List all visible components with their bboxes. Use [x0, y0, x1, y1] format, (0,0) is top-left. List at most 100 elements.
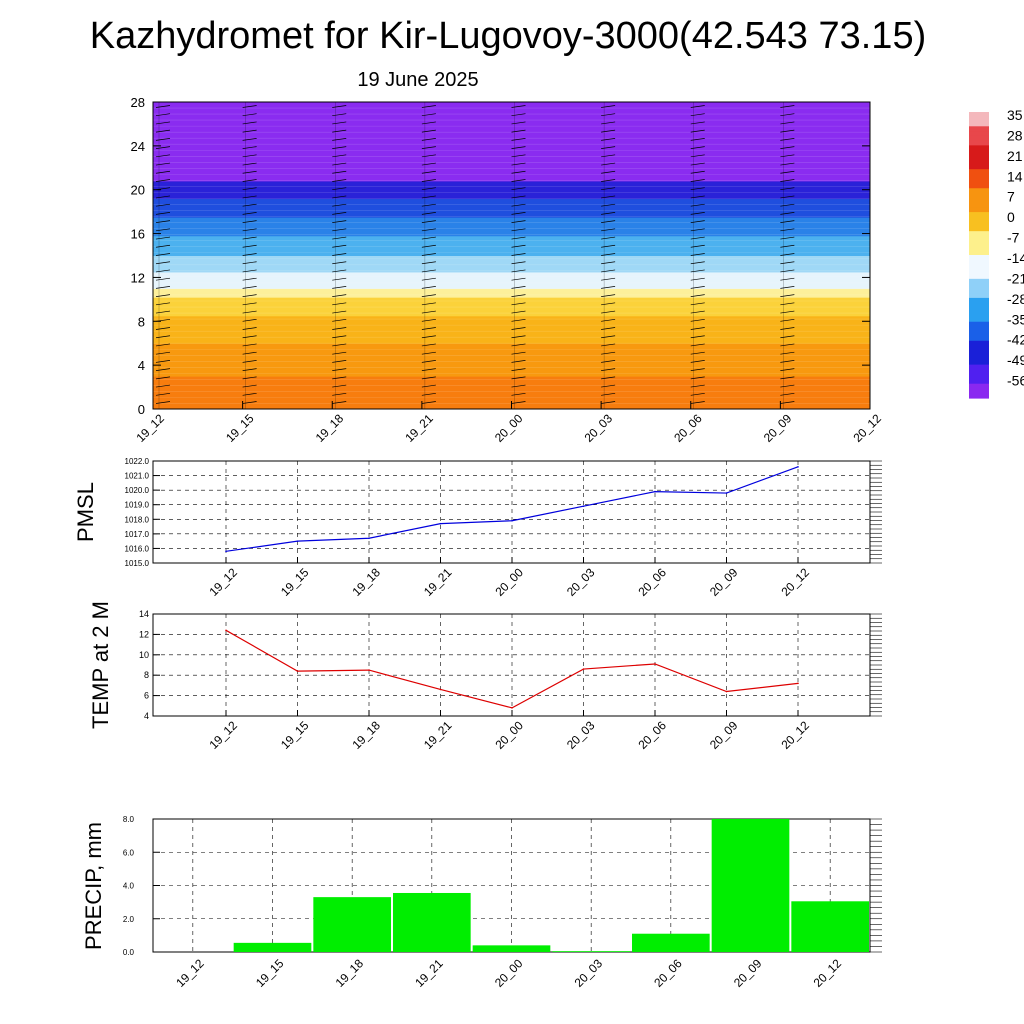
ytick-label: 2.0	[123, 915, 135, 924]
wind-barb	[332, 335, 347, 339]
wind-barb	[869, 394, 870, 396]
wind-barb	[690, 212, 705, 215]
wind-barb	[242, 244, 257, 248]
wind-barb	[780, 129, 795, 133]
wind-barb	[332, 138, 347, 141]
heat-band-11	[153, 102, 870, 182]
wind-barb	[242, 286, 257, 289]
wind-barb	[242, 318, 257, 322]
colorbar-label: 35	[1007, 107, 1023, 123]
wind-barb	[332, 318, 347, 322]
wind-barb	[780, 203, 795, 207]
ytick-label: 1018.0	[125, 515, 150, 524]
wind-barb	[869, 345, 870, 346]
wind-barb	[869, 263, 870, 264]
wind-barb	[869, 107, 870, 108]
wind-barb	[511, 220, 526, 223]
colorbar-segment	[969, 131, 989, 137]
wind-barb	[601, 154, 616, 158]
wind-barb	[511, 261, 526, 265]
wind-barb	[690, 170, 705, 174]
colorbar-label: -35	[1007, 311, 1024, 327]
ytick-label: 1021.0	[125, 472, 150, 481]
precip-bar	[791, 901, 869, 952]
pmsl-point	[797, 466, 799, 468]
wind-barb	[332, 212, 347, 215]
colorbar-label: -42	[1007, 332, 1024, 348]
wind-barb	[601, 253, 616, 256]
colorbar-segment	[969, 326, 989, 332]
wind-barb	[601, 212, 616, 215]
wind-barb	[242, 261, 257, 265]
heat-xtick-label: 19_18	[313, 411, 347, 445]
wind-barb	[690, 269, 705, 273]
wind-barb	[332, 244, 347, 248]
colorbar-segment	[969, 274, 989, 280]
wind-barb	[780, 277, 795, 281]
colorbar-segment	[969, 188, 989, 194]
precip-panel: 0.0 2.0 4.0 6.0 8.0 19_12 19_15 19_18 19_21 20_00…	[81, 815, 882, 990]
heat-ytick-label: 28	[131, 95, 145, 110]
ytick-label: 1016.0	[125, 544, 150, 553]
wind-barb	[780, 179, 795, 182]
precip-bar	[472, 945, 551, 952]
wind-barb	[511, 228, 526, 232]
wind-barb	[780, 212, 795, 215]
wind-barb	[869, 337, 870, 338]
wind-barb	[869, 296, 870, 297]
wind-barb	[511, 269, 526, 273]
xtick-label: 19_12	[173, 956, 207, 990]
wind-barb	[511, 187, 526, 191]
wind-barb	[690, 244, 705, 248]
heat-ytick-label: 16	[131, 227, 145, 242]
wind-barb	[780, 261, 795, 265]
wind-barb	[511, 294, 526, 297]
wind-barb	[332, 277, 347, 281]
wind-barb	[332, 376, 347, 380]
wind-barb	[242, 360, 257, 363]
wind-barb	[242, 343, 257, 347]
colorbar-segment	[969, 283, 989, 289]
temp2m-point	[511, 707, 513, 709]
wind-barb	[690, 368, 705, 371]
wind-barb	[421, 129, 436, 133]
colorbar-segment	[969, 331, 989, 337]
wind-barb	[332, 236, 347, 240]
colorbar-segment	[969, 121, 989, 127]
xtick-label: 19_18	[349, 565, 383, 599]
wind-barb	[421, 286, 436, 289]
ytick-label: 4.0	[123, 882, 135, 891]
wind-barb	[869, 279, 870, 281]
xtick-label: 19_12	[206, 718, 240, 752]
wind-barb	[601, 327, 616, 330]
wind-barb	[511, 129, 526, 133]
wind-barb	[242, 203, 257, 207]
xtick-label: 20_09	[707, 565, 741, 599]
wind-barb	[332, 327, 347, 330]
colorbar-segment	[969, 150, 989, 156]
heat-xtick-label: 20_06	[671, 411, 705, 445]
colorbar-segment	[969, 393, 989, 399]
wind-barb	[155, 154, 171, 158]
wind-barb	[155, 170, 171, 174]
wind-barb	[421, 360, 436, 363]
wind-barb	[242, 269, 257, 273]
wind-barb	[601, 384, 616, 388]
wind-barb	[690, 384, 705, 388]
heat-ytick-label: 12	[131, 270, 145, 285]
wind-barb	[421, 269, 436, 273]
ytick-label: 1017.0	[125, 530, 150, 539]
precip-bar	[313, 897, 391, 952]
colorbar-segment	[969, 316, 989, 323]
wind-barb	[869, 288, 870, 289]
wind-barb	[780, 318, 795, 322]
wind-barb	[869, 131, 870, 133]
wind-barb	[155, 277, 171, 281]
ytick-label: 8	[144, 670, 149, 680]
wind-barb	[780, 392, 795, 396]
wind-barb	[421, 253, 436, 256]
ytick-label: 1019.0	[125, 501, 150, 510]
wind-barb	[421, 113, 436, 117]
ytick-label: 4	[144, 711, 149, 721]
colorbar-label: 28	[1007, 127, 1023, 143]
